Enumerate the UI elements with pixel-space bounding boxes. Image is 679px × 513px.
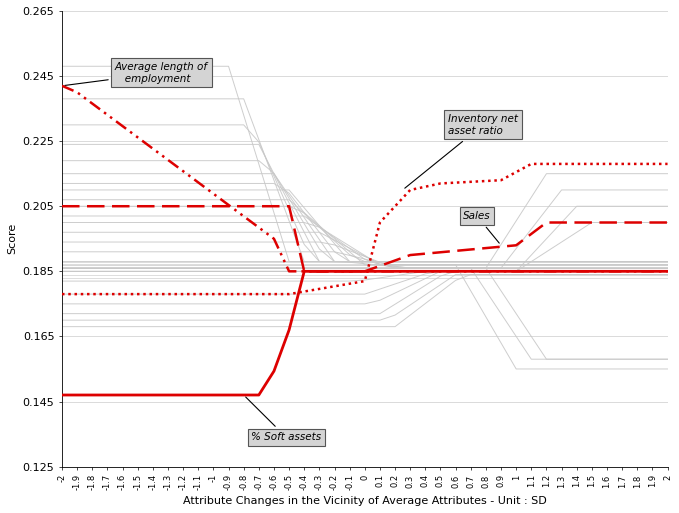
Text: Inventory net
asset ratio: Inventory net asset ratio (405, 114, 518, 188)
Text: Average length of
   employment: Average length of employment (65, 62, 208, 86)
Text: % Soft assets: % Soft assets (246, 397, 321, 442)
Text: Sales: Sales (463, 211, 499, 243)
Y-axis label: Score: Score (7, 223, 17, 254)
X-axis label: Attribute Changes in the Vicinity of Average Attributes - Unit : SD: Attribute Changes in the Vicinity of Ave… (183, 496, 547, 506)
